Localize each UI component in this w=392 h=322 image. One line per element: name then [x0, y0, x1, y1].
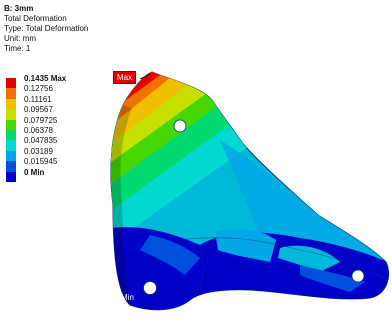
- legend-swatch: [6, 109, 16, 120]
- result-line: Unit: mm: [4, 34, 36, 43]
- legend-swatch: [6, 78, 16, 89]
- legend-label: 0.06378: [24, 125, 53, 135]
- contour-band: [140, 235, 200, 275]
- mounting-hole: [173, 119, 187, 133]
- max-probe-label[interactable]: Max: [113, 71, 137, 84]
- legend-label: 0.047835: [24, 136, 58, 146]
- legend-label: 0.11161: [24, 94, 52, 104]
- result-line: Time: 1: [4, 44, 31, 53]
- part-edge-line: [179, 237, 387, 281]
- legend-label: 0.09567: [24, 105, 53, 115]
- result-title: B: 3mm: [4, 4, 34, 13]
- legend-label: 0.1435 Max: [24, 74, 67, 83]
- result-line: Type: Total Deformation: [4, 24, 89, 33]
- part-edge-line: [189, 244, 204, 301]
- legend-label: 0.03189: [24, 146, 53, 156]
- contour-band: [215, 229, 276, 262]
- legend-label: 0.12756: [24, 84, 53, 94]
- legend-swatch: [6, 171, 16, 182]
- min-probe-label[interactable]: Min: [121, 293, 134, 302]
- part-side-face: [110, 105, 132, 305]
- legend-swatch: [6, 129, 16, 141]
- result-info-panel: B: 3mm Total Deformation Type: Total Def…: [4, 4, 88, 54]
- mounting-hole: [351, 269, 365, 283]
- legend-swatch: [6, 98, 16, 110]
- legend-swatch: [6, 140, 16, 151]
- legend-label: 0 Min: [24, 167, 45, 177]
- mounting-hole: [143, 281, 157, 295]
- legend-swatch: [6, 161, 16, 172]
- result-line: Total Deformation: [4, 14, 67, 23]
- contour-band: [278, 245, 340, 272]
- legend-swatch: [6, 88, 16, 99]
- legend-label: 0.015945: [24, 157, 58, 167]
- max-probe-leader: [139, 73, 151, 80]
- contour-band: [300, 265, 365, 292]
- legend-label: 0.079725: [24, 115, 58, 125]
- legend-swatch: [6, 119, 16, 130]
- legend-swatch: [6, 150, 16, 162]
